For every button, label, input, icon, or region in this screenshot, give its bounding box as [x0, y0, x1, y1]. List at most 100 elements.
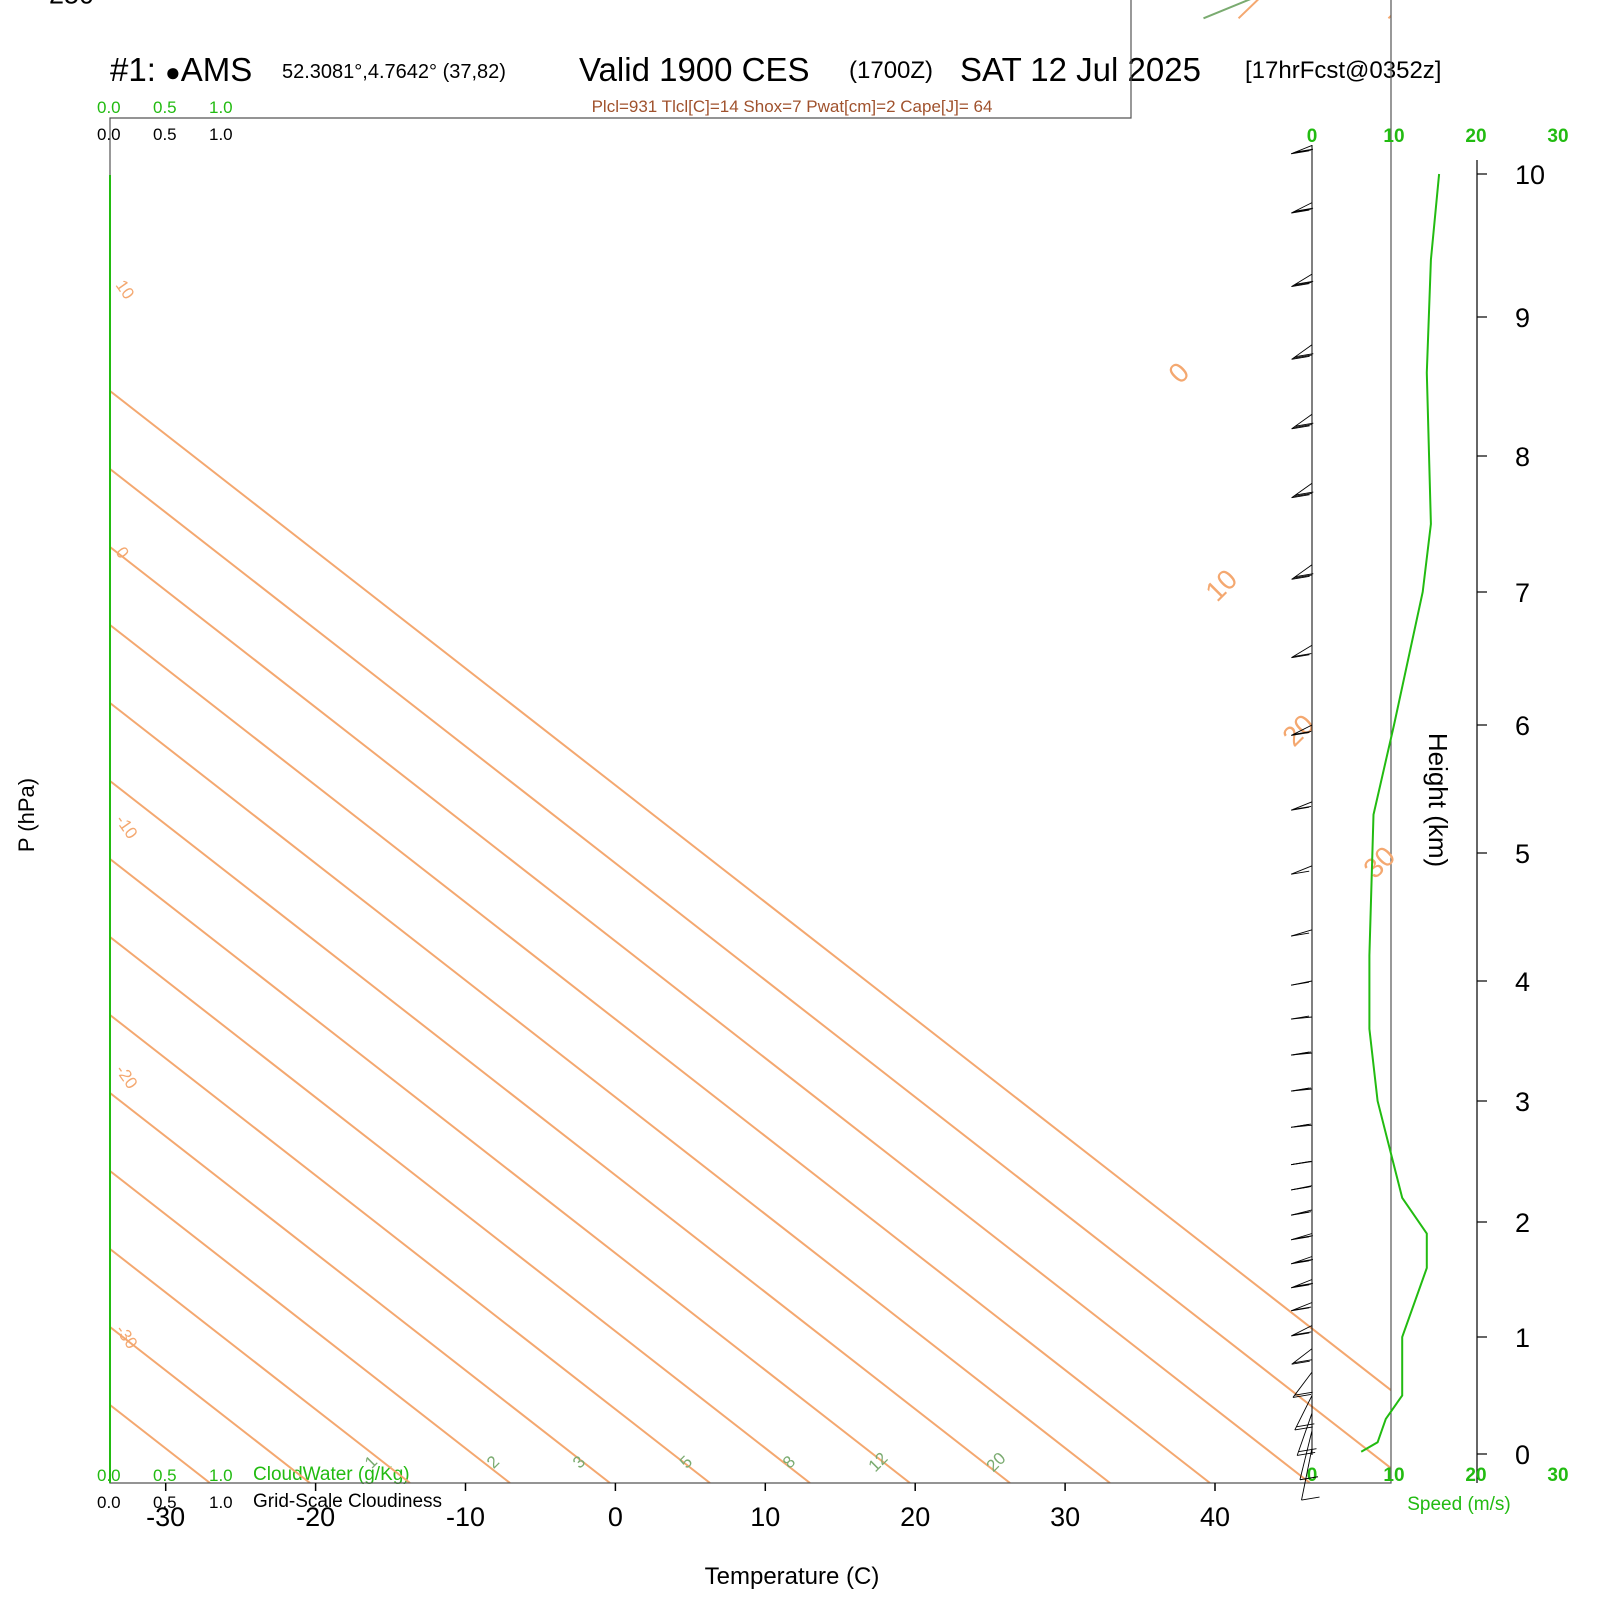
temperature-tick-label: 10	[750, 1502, 780, 1532]
dry-adiabat-line	[110, 78, 611, 1483]
wind-barb	[1291, 724, 1313, 736]
chart-header: #1: ●AMS 52.3081°,4.7642° (37,82) Valid …	[110, 51, 1441, 116]
wind-barb-flag	[1294, 1259, 1313, 1263]
cloudwater-scale-bottom-1: 0.5	[153, 1466, 177, 1485]
cloudwater-scale-top-1: 0.5	[153, 98, 177, 117]
wind-barb-flag	[1291, 932, 1310, 937]
height-tick-label: 1	[1515, 1323, 1530, 1353]
wind-barb-flag	[1291, 731, 1310, 736]
wind-barb-flag	[1293, 1359, 1312, 1364]
dry-adiabat-label: -10	[112, 811, 142, 842]
wind-barb-flag	[1294, 1426, 1313, 1431]
cloudiness-scale-bottom-1: 0.5	[153, 1493, 177, 1512]
isotherm-label: 20	[1276, 708, 1320, 752]
mixing-ratio-label: 20	[983, 1449, 1010, 1476]
valid-zulu: (1700Z)	[849, 57, 933, 84]
isotherm-line	[1387, 0, 1391, 20]
wind-barb-flag	[1293, 354, 1312, 359]
height-tick-label: 7	[1515, 578, 1530, 608]
wind-barb	[1291, 1348, 1313, 1365]
wind-barb-flag	[1293, 653, 1312, 657]
wind-barb-flag	[1292, 1087, 1311, 1092]
svg-text:#1: ●AMS: #1: ●AMS	[110, 51, 252, 88]
speed-tick-top: 0	[1307, 126, 1318, 147]
speed-tick-top: 10	[1383, 126, 1404, 147]
dry-adiabat-label: 10	[112, 276, 138, 302]
speed-tick-bottom: 0	[1307, 1465, 1318, 1486]
wind-barb	[1292, 1371, 1313, 1398]
speed-tick-bottom: 20	[1465, 1465, 1486, 1486]
mixing-ratio-label: 12	[865, 1449, 892, 1476]
cloudiness-label: Grid-Scale Cloudiness	[253, 1491, 442, 1512]
isotherm-label: 30	[1357, 840, 1401, 884]
wind-barb-flag	[1293, 805, 1312, 810]
wind-barb-flag	[1295, 573, 1314, 578]
wind-barb-flag	[1291, 1360, 1310, 1365]
isotherm-line	[938, 0, 1391, 20]
pressure-axis-title: P (hPa)	[14, 778, 39, 852]
wind-barb-flag	[1295, 280, 1314, 285]
isotherm-label: 0	[1162, 356, 1195, 389]
mixing-ratio-label: 2	[483, 1452, 503, 1472]
speed-tick-top: 20	[1465, 126, 1486, 147]
temperature-tick-label: 40	[1200, 1502, 1230, 1532]
wind-barb-flag	[1291, 1332, 1310, 1337]
forecast-info: [17hrFcst@0352z]	[1245, 57, 1441, 84]
cloudwater-scale-top-2: 1.0	[209, 98, 233, 117]
wind-barb-flag	[1299, 1476, 1319, 1481]
temperature-tick-label: 20	[900, 1502, 930, 1532]
dry-adiabat-line	[110, 78, 711, 1483]
isotherm-line	[488, 0, 1391, 20]
pressure-tick-label: 250	[49, 0, 94, 10]
wind-barb-flag	[1295, 491, 1314, 496]
wind-barb-flag	[1294, 1282, 1314, 1287]
mixing-ratio-label: 8	[779, 1452, 799, 1472]
cloudiness-scale-top-2: 1.0	[209, 125, 233, 144]
dry-adiabat-line	[110, 78, 311, 1483]
wind-barb-flag	[1291, 283, 1310, 288]
wind-barb-flag	[1292, 1051, 1311, 1056]
station-bullet-icon: ●	[165, 57, 181, 87]
cloud-scale-top: 0.0 0.5 1.0 0.0 0.5 1.0	[97, 98, 233, 144]
height-tick-label: 8	[1515, 442, 1530, 472]
wind-barb-flag	[1293, 424, 1312, 428]
wind-barb-flag	[1290, 981, 1310, 986]
cloudiness-scale-top-1: 0.5	[153, 125, 177, 144]
wind-barb	[1291, 273, 1313, 287]
wind-barb-flag	[1292, 1211, 1312, 1216]
valid-time: Valid 1900 CES	[579, 51, 810, 88]
wind-barb-flag	[1293, 282, 1312, 286]
dry-adiabat-line	[110, 78, 1391, 1483]
temperature-tick-label: -30	[146, 1502, 185, 1532]
isotherm-line	[1237, 0, 1391, 20]
dry-adiabat-label: 0	[112, 543, 133, 562]
wind-barb-flag	[1291, 870, 1310, 875]
height-axis-title: Height (km)	[1423, 733, 1453, 867]
dry-adiabat-line	[110, 78, 1211, 1483]
speed-tick-bottom: 10	[1383, 1465, 1404, 1486]
dry-adiabat-line	[110, 78, 1011, 1483]
cloudiness-scale-bottom-2: 1.0	[209, 1493, 233, 1512]
cloudwater-scale-bottom-0: 0.0	[97, 1466, 121, 1485]
wind-panel: 0 1 2 3 4 5 6 7 8 9 10 0 0 10 10 20 20 30 30	[1290, 126, 1569, 1501]
wind-barb-flag	[1298, 1448, 1317, 1453]
height-tick-label: 0	[1515, 1440, 1530, 1470]
wind-barb	[1291, 1325, 1313, 1337]
wind-barb	[1291, 202, 1313, 214]
wind-barb-flag	[1293, 492, 1312, 497]
height-tick-label: 4	[1515, 967, 1530, 997]
chart-frame	[109, 0, 1392, 1484]
speed-axis-title: Speed (m/s)	[1407, 1494, 1510, 1515]
height-tick-label: 6	[1515, 711, 1530, 741]
wind-barb-flag	[1296, 1423, 1315, 1428]
wind-barb-flag	[1294, 1235, 1313, 1240]
wind-barb-flag	[1294, 207, 1314, 212]
wind-barb-flag	[1290, 1015, 1310, 1020]
wind-barb	[1294, 1395, 1313, 1431]
wind-barb-flag	[1293, 574, 1312, 579]
wind-barb	[1291, 413, 1313, 430]
temperature-axis-title: Temperature (C)	[705, 1563, 880, 1590]
wind-barb-flag	[1291, 575, 1310, 580]
cloudwater-scale-top-0: 0.0	[97, 98, 121, 117]
